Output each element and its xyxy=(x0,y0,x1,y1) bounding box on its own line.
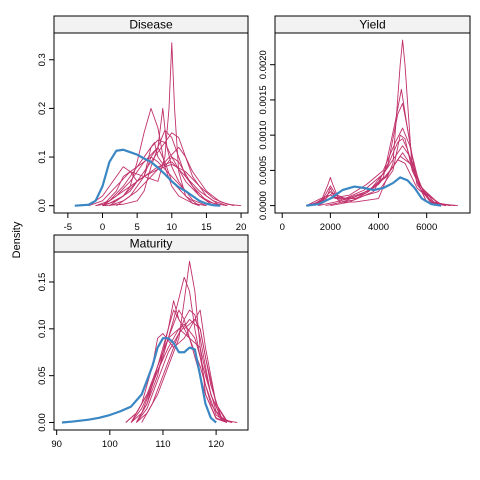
x-tick-label: 6000 xyxy=(416,222,437,233)
x-tick-label: 20 xyxy=(236,222,247,233)
density-line-10 xyxy=(330,138,451,207)
y-tick-label: 0.0 xyxy=(37,199,48,212)
density-line-4 xyxy=(95,139,228,207)
density-line-3 xyxy=(306,103,446,207)
plot-frame xyxy=(274,32,471,214)
x-tick-label: 0 xyxy=(100,222,105,233)
x-tick-label: 2000 xyxy=(320,222,341,233)
x-tick-label: 4000 xyxy=(368,222,389,233)
y-tick-label: 0.0010 xyxy=(258,121,269,150)
y-axis-label: Density xyxy=(11,221,23,258)
y-tick-label: 0.0000 xyxy=(258,191,269,220)
y-tick-label: 0.10 xyxy=(37,320,48,339)
strip-title: Disease xyxy=(129,18,173,32)
y-tick-label: 0.0005 xyxy=(258,156,269,185)
x-tick-label: 100 xyxy=(102,439,118,450)
x-tick-label: 120 xyxy=(208,439,224,450)
y-tick-label: 0.15 xyxy=(37,273,48,292)
y-tick-label: 0.00 xyxy=(37,413,48,432)
panel-disease: Disease -5 0 5 10 15 20 0.0 0.1 0.2 0.3 xyxy=(37,15,249,233)
density-line-8 xyxy=(109,146,235,207)
density-line-12 xyxy=(102,163,242,207)
x-tick-label: 0 xyxy=(280,222,285,233)
plot-frame xyxy=(53,32,249,214)
strip-title: Yield xyxy=(359,18,385,32)
density-line-6 xyxy=(109,132,221,207)
density-line-10 xyxy=(135,300,233,423)
y-tick-label: 0.0015 xyxy=(258,85,269,114)
x-tick-label: 15 xyxy=(201,222,212,233)
strip-title: Maturity xyxy=(130,237,173,251)
y-tick-label: 0.3 xyxy=(37,53,48,66)
plot-frame xyxy=(53,251,249,431)
y-tick-label: 0.1 xyxy=(37,150,48,163)
density-line-2 xyxy=(130,276,227,423)
y-tick-label: 0.2 xyxy=(37,102,48,115)
x-tick-label: 10 xyxy=(166,222,177,233)
density-line-highlight xyxy=(74,148,221,207)
density-line-highlight xyxy=(61,337,217,424)
curves xyxy=(74,42,242,207)
density-line-1 xyxy=(306,39,451,207)
y-tick-label: 0.05 xyxy=(37,366,48,385)
density-line-1 xyxy=(136,260,227,423)
density-line-5 xyxy=(135,328,233,423)
x-tick-label: 90 xyxy=(51,439,62,450)
curves xyxy=(306,39,458,207)
curves xyxy=(61,260,238,424)
x-tick-label: 110 xyxy=(155,439,170,450)
panel-yield: Yield 0 2000 4000 6000 0.0000 0.0005 0.0010 0.00… xyxy=(258,15,471,233)
density-line-highlight xyxy=(306,176,442,207)
density-line-2 xyxy=(102,42,200,207)
x-tick-label: -5 xyxy=(64,222,72,233)
panel-maturity: Maturity 90 100 110 120 0.00 0.05 0.10 0.15 xyxy=(37,234,249,450)
density-line-10 xyxy=(88,161,228,207)
density-line-8 xyxy=(136,319,238,423)
y-tick-label: 0.0020 xyxy=(258,50,269,79)
density-line-11 xyxy=(116,142,221,207)
density-line-9 xyxy=(306,159,451,207)
density-line-6 xyxy=(306,134,447,207)
x-tick-label: 5 xyxy=(134,222,139,233)
